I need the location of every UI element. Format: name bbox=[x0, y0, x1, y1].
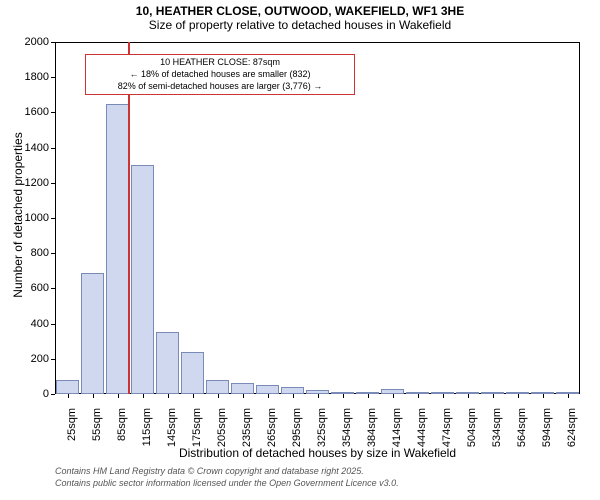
x-tick-label: 564sqm bbox=[516, 408, 528, 447]
histogram-chart: 10, HEATHER CLOSE, OUTWOOD, WAKEFIELD, W… bbox=[0, 0, 600, 500]
histogram-bar bbox=[81, 273, 105, 394]
x-tick-label: 444sqm bbox=[416, 408, 428, 447]
x-tick-label: 55sqm bbox=[91, 408, 103, 441]
histogram-bar bbox=[256, 385, 280, 394]
chart-subtitle: Size of property relative to detached ho… bbox=[0, 18, 600, 32]
y-tick-label: 200 bbox=[31, 353, 49, 365]
x-tick-label: 265sqm bbox=[266, 408, 278, 447]
x-tick bbox=[218, 394, 219, 398]
x-tick bbox=[493, 394, 494, 398]
x-tick bbox=[518, 394, 519, 398]
plot-area: 020040060080010001200140016001800200025s… bbox=[55, 42, 580, 394]
x-tick bbox=[543, 394, 544, 398]
y-tick-label: 1800 bbox=[25, 71, 49, 83]
y-tick bbox=[51, 77, 55, 78]
histogram-bar bbox=[181, 352, 205, 394]
x-tick-label: 474sqm bbox=[441, 408, 453, 447]
x-tick bbox=[68, 394, 69, 398]
x-tick-label: 534sqm bbox=[491, 408, 503, 447]
y-tick bbox=[51, 288, 55, 289]
annotation-line: ← 18% of detached houses are smaller (83… bbox=[90, 69, 350, 81]
y-tick bbox=[51, 148, 55, 149]
y-tick-label: 600 bbox=[31, 282, 49, 294]
y-tick-label: 800 bbox=[31, 247, 49, 259]
x-tick-label: 624sqm bbox=[566, 408, 578, 447]
y-tick bbox=[51, 183, 55, 184]
x-tick bbox=[368, 394, 369, 398]
x-tick-label: 354sqm bbox=[341, 408, 353, 447]
x-axis-title: Distribution of detached houses by size … bbox=[55, 446, 580, 460]
x-tick bbox=[418, 394, 419, 398]
x-tick bbox=[168, 394, 169, 398]
y-axis-line bbox=[55, 42, 56, 394]
x-tick-label: 175sqm bbox=[191, 408, 203, 447]
y-tick-label: 1000 bbox=[25, 212, 49, 224]
y-tick-label: 2000 bbox=[25, 36, 49, 48]
histogram-bar bbox=[156, 332, 180, 394]
histogram-bar bbox=[131, 165, 155, 394]
x-tick-label: 594sqm bbox=[541, 408, 553, 447]
annotation-box: 10 HEATHER CLOSE: 87sqm← 18% of detached… bbox=[85, 54, 355, 95]
x-tick-label: 414sqm bbox=[391, 408, 403, 447]
y-tick-label: 400 bbox=[31, 318, 49, 330]
y-tick-label: 1400 bbox=[25, 142, 49, 154]
y-tick-label: 0 bbox=[43, 388, 49, 400]
x-tick bbox=[93, 394, 94, 398]
x-tick-label: 25sqm bbox=[66, 408, 78, 441]
y-tick bbox=[51, 359, 55, 360]
x-tick bbox=[318, 394, 319, 398]
x-tick bbox=[393, 394, 394, 398]
histogram-bar bbox=[231, 383, 255, 394]
x-tick bbox=[343, 394, 344, 398]
x-tick bbox=[468, 394, 469, 398]
x-tick-label: 235sqm bbox=[241, 408, 253, 447]
chart-title: 10, HEATHER CLOSE, OUTWOOD, WAKEFIELD, W… bbox=[0, 0, 600, 18]
x-tick-label: 295sqm bbox=[291, 408, 303, 447]
histogram-bar bbox=[281, 387, 305, 394]
y-tick bbox=[51, 394, 55, 395]
annotation-line: 82% of semi-detached houses are larger (… bbox=[90, 81, 350, 93]
x-tick-label: 384sqm bbox=[366, 408, 378, 447]
x-tick-label: 145sqm bbox=[166, 408, 178, 447]
x-tick bbox=[143, 394, 144, 398]
footer-line-1: Contains HM Land Registry data © Crown c… bbox=[55, 466, 364, 476]
y-tick bbox=[51, 218, 55, 219]
x-tick bbox=[268, 394, 269, 398]
histogram-bar bbox=[56, 380, 80, 394]
x-tick bbox=[293, 394, 294, 398]
y-tick bbox=[51, 253, 55, 254]
annotation-line: 10 HEATHER CLOSE: 87sqm bbox=[90, 57, 350, 69]
y-tick bbox=[51, 112, 55, 113]
x-tick-label: 85sqm bbox=[116, 408, 128, 441]
x-tick bbox=[568, 394, 569, 398]
top-axis-line bbox=[55, 42, 580, 43]
histogram-bar bbox=[106, 104, 130, 394]
x-tick-label: 115sqm bbox=[141, 408, 153, 446]
y-axis-title: Number of detached properties bbox=[11, 39, 25, 391]
right-axis-line bbox=[579, 42, 580, 394]
x-tick-label: 205sqm bbox=[216, 408, 228, 447]
footer-line-2: Contains public sector information licen… bbox=[55, 478, 399, 488]
histogram-bar bbox=[206, 380, 230, 394]
x-tick bbox=[118, 394, 119, 398]
y-tick-label: 1200 bbox=[25, 177, 49, 189]
y-tick bbox=[51, 324, 55, 325]
x-tick-label: 325sqm bbox=[316, 408, 328, 447]
x-tick bbox=[443, 394, 444, 398]
y-tick-label: 1600 bbox=[25, 106, 49, 118]
y-tick bbox=[51, 42, 55, 43]
x-tick-label: 504sqm bbox=[466, 408, 478, 447]
x-tick bbox=[193, 394, 194, 398]
x-tick bbox=[243, 394, 244, 398]
